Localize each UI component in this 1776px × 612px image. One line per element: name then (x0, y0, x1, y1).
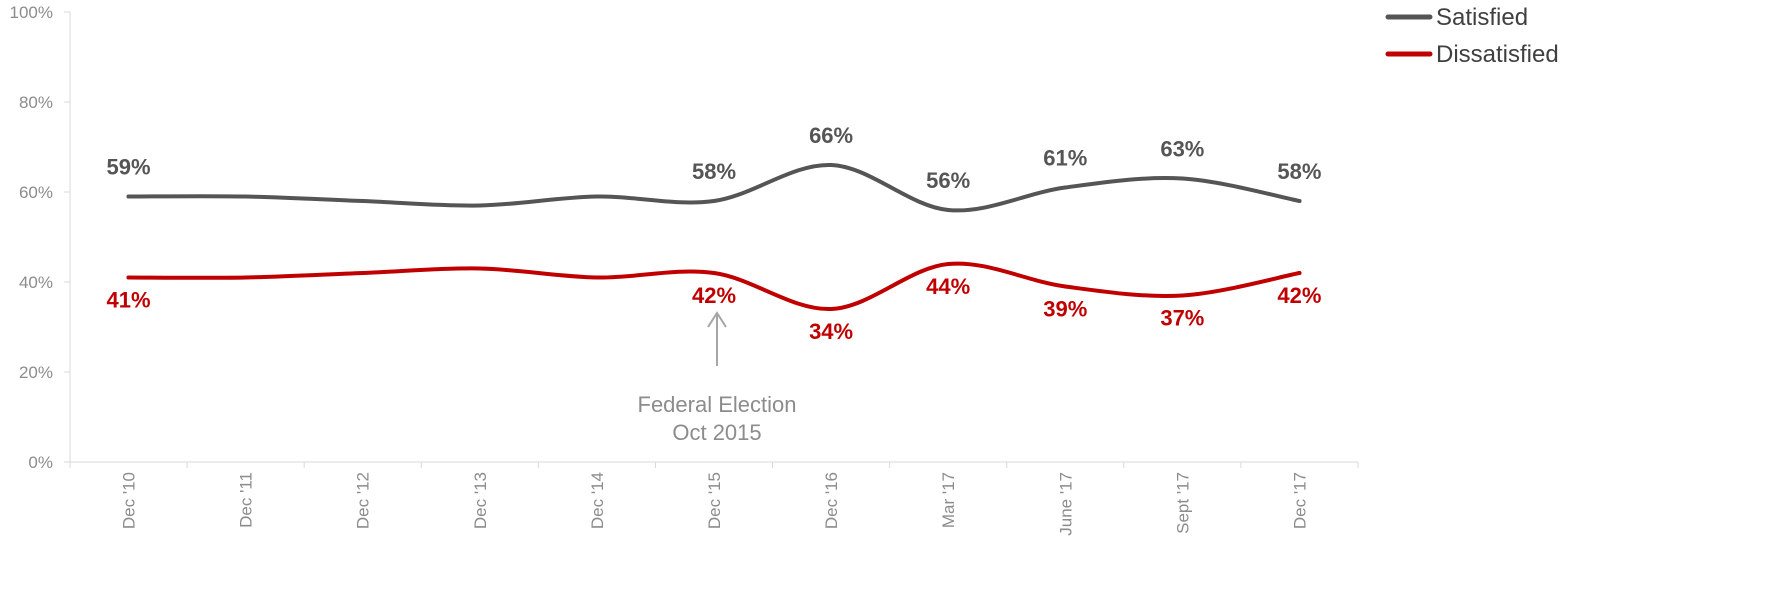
x-category-label: Dec '16 (822, 472, 841, 529)
data-point-dissatisfied (243, 275, 248, 280)
x-category-label: Dec '12 (354, 472, 373, 529)
data-label-satisfied: 58% (692, 159, 736, 184)
data-point-satisfied (946, 208, 951, 212)
data-label-dissatisfied: 39% (1043, 297, 1087, 322)
x-category-label: Dec '14 (588, 472, 607, 529)
data-point-satisfied (712, 199, 716, 203)
data-point-dissatisfied (126, 275, 131, 280)
x-category-label: Dec '13 (471, 472, 490, 529)
data-label-dissatisfied: 34% (809, 319, 853, 344)
data-point-dissatisfied (1063, 284, 1068, 289)
legend-label-satisfied: Satisfied (1436, 4, 1528, 31)
data-point-dissatisfied (712, 271, 716, 275)
data-point-dissatisfied (360, 271, 365, 275)
data-label-dissatisfied: 44% (926, 274, 970, 299)
annotation-text: Oct 2015 (672, 420, 761, 445)
data-label-satisfied: 63% (1160, 137, 1204, 162)
x-category-label: Dec '11 (237, 472, 256, 528)
data-label-satisfied: 56% (926, 168, 970, 193)
x-category-label: Sept '17 (1173, 472, 1192, 534)
annotation-text: Federal Election (638, 392, 797, 417)
y-tick-label: 100% (10, 3, 53, 22)
data-point-satisfied (594, 194, 599, 199)
data-point-satisfied (829, 163, 834, 167)
series-line-dissatisfied (126, 261, 1302, 312)
data-point-dissatisfied (1180, 293, 1185, 298)
data-point-satisfied (1063, 185, 1068, 190)
data-label-dissatisfied: 42% (692, 283, 736, 308)
data-point-satisfied (477, 203, 482, 208)
data-label-satisfied: 61% (1043, 146, 1087, 171)
y-tick-label: 40% (19, 273, 53, 292)
data-point-satisfied (1297, 199, 1302, 203)
data-label-dissatisfied: 37% (1160, 306, 1204, 331)
data-label-satisfied: 66% (809, 123, 853, 148)
data-label-satisfied: 59% (107, 155, 151, 180)
y-tick-label: 60% (19, 183, 53, 202)
data-point-satisfied (1180, 176, 1185, 181)
data-point-satisfied (126, 194, 131, 199)
y-tick-label: 20% (19, 363, 53, 382)
x-category-label: Dec '10 (120, 472, 139, 529)
data-point-dissatisfied (829, 307, 834, 311)
data-point-dissatisfied (946, 262, 951, 266)
y-tick-label: 80% (19, 93, 53, 112)
data-label-dissatisfied: 41% (107, 288, 151, 313)
data-point-dissatisfied (594, 275, 599, 280)
x-category-label: June '17 (1056, 472, 1075, 536)
x-category-label: Dec '17 (1290, 472, 1309, 529)
legend-label-dissatisfied: Dissatisfied (1436, 41, 1559, 68)
x-category-label: Mar '17 (939, 472, 958, 528)
data-label-dissatisfied: 42% (1277, 283, 1321, 308)
data-label-satisfied: 58% (1277, 159, 1321, 184)
y-tick-label: 0% (28, 453, 53, 472)
data-point-satisfied (243, 194, 248, 199)
data-point-dissatisfied (477, 266, 482, 271)
annotation-arrow-head (707, 311, 727, 328)
x-category-label: Dec '15 (705, 472, 724, 529)
data-point-satisfied (360, 199, 365, 203)
series-line-satisfied (126, 162, 1302, 213)
data-point-dissatisfied (1297, 271, 1302, 275)
